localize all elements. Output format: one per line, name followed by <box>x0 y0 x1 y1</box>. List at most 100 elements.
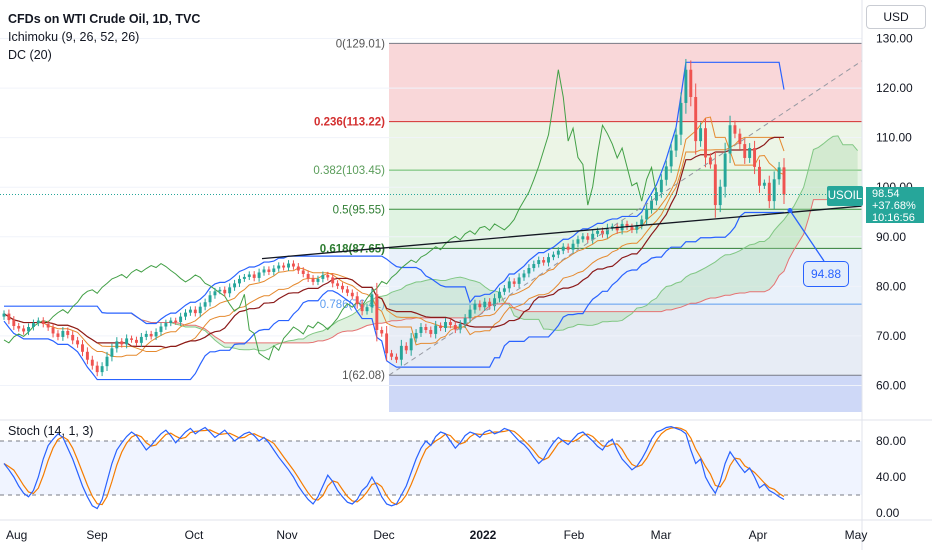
donchian-basis <box>3 136 785 353</box>
candle-body <box>110 348 114 357</box>
stochastic-pane <box>0 419 932 510</box>
candle-body <box>370 294 374 308</box>
candle-body <box>56 333 60 337</box>
candle-body <box>615 226 619 231</box>
fib-level-label: 0.618(87.65) <box>320 243 385 255</box>
candle-body <box>434 325 438 334</box>
price-tick-label: 130.00 <box>876 32 913 46</box>
donchian-label: DC (20) <box>8 48 52 62</box>
candle-body <box>463 318 467 325</box>
candle-body <box>12 320 16 327</box>
fib-level-label: 0.5(95.55) <box>333 204 386 216</box>
candle-body <box>645 209 649 220</box>
support-trendline <box>261 205 863 260</box>
candle-body <box>502 288 506 292</box>
candle-body <box>125 338 129 345</box>
candle-body <box>233 283 237 288</box>
projection-line <box>789 210 825 262</box>
tenkan-sen <box>3 116 785 358</box>
fib-zone <box>389 43 862 122</box>
candle-body <box>7 313 11 321</box>
stoch-label: Stoch (14, 1, 3) <box>8 424 94 438</box>
candle-body <box>625 223 629 227</box>
candle-body <box>591 233 595 240</box>
price-tick-label: 60.00 <box>876 379 906 393</box>
candle-body <box>228 287 232 294</box>
price-tick-label: 80.00 <box>876 279 906 293</box>
candle-body <box>596 230 600 234</box>
candle-body <box>654 192 658 201</box>
donchian-lower <box>3 211 784 381</box>
candle-body <box>223 289 227 294</box>
stoch-tick-label: 80.00 <box>876 434 906 448</box>
candle-body <box>139 336 143 343</box>
time-tick-label: Mar <box>651 528 672 542</box>
chikou-span <box>3 69 657 361</box>
candle-body <box>71 334 75 341</box>
currency-button[interactable]: USD <box>866 5 926 29</box>
candle-body <box>179 316 183 323</box>
candle-body <box>601 230 604 235</box>
candle-body <box>385 333 389 354</box>
candle-body <box>551 254 555 258</box>
time-tick-label: Aug <box>6 528 27 542</box>
candle-body <box>605 227 609 235</box>
fib-level-label: 1(62.08) <box>342 370 385 382</box>
candle-body <box>262 269 266 273</box>
candle-body <box>718 186 722 206</box>
candle-body <box>453 325 457 330</box>
candle-body <box>586 236 590 240</box>
candle-body <box>306 273 310 279</box>
candle-body <box>561 246 565 251</box>
candle-body <box>640 219 644 226</box>
candle-body <box>130 338 134 340</box>
candle-body <box>635 225 639 230</box>
candle-body <box>81 344 84 352</box>
candle-body <box>610 226 614 228</box>
candle-body <box>85 351 89 360</box>
fib-zone <box>389 170 862 210</box>
kijun-sen <box>3 136 784 349</box>
candle-body <box>444 322 447 328</box>
candle-body <box>689 69 693 97</box>
candle-body <box>522 273 526 278</box>
candle-body <box>409 338 413 351</box>
candle-body <box>458 324 462 330</box>
price-tick-label: 110.00 <box>876 131 912 145</box>
candle-body <box>184 312 187 317</box>
candle-body <box>630 226 634 230</box>
target-price-label[interactable]: 94.88 <box>803 261 849 287</box>
candle-body <box>267 269 271 272</box>
price-tick-label: 120.00 <box>876 81 913 95</box>
candle-body <box>498 291 501 299</box>
candle-body <box>169 320 173 324</box>
candle-body <box>311 278 315 282</box>
candle-body <box>154 331 158 337</box>
candle-body <box>758 166 761 186</box>
candle-body <box>144 333 148 337</box>
candle-body <box>394 356 398 360</box>
candle-body <box>659 179 663 193</box>
candle-body <box>95 365 99 373</box>
candle-body <box>708 157 712 165</box>
candle-body <box>713 164 717 206</box>
candlesticks <box>2 58 786 377</box>
price-tick-label: 90.00 <box>876 230 906 244</box>
fib-zone <box>389 304 862 376</box>
candle-body <box>360 304 364 312</box>
candle-body <box>22 328 26 332</box>
fib-zone-extension <box>389 375 862 412</box>
fib-level-label: 0.236(113.22) <box>314 117 385 129</box>
candle-body <box>782 167 786 195</box>
candle-body <box>287 263 290 268</box>
candle-body <box>542 260 546 263</box>
candle-body <box>419 327 423 333</box>
candle-body <box>198 306 202 314</box>
stoch-tick-label: 0.00 <box>876 506 900 520</box>
symbol-tag: USOIL <box>827 186 863 206</box>
time-tick-label: Oct <box>185 528 204 542</box>
candle-body <box>507 281 511 289</box>
price-change: +37.68% <box>872 200 916 212</box>
